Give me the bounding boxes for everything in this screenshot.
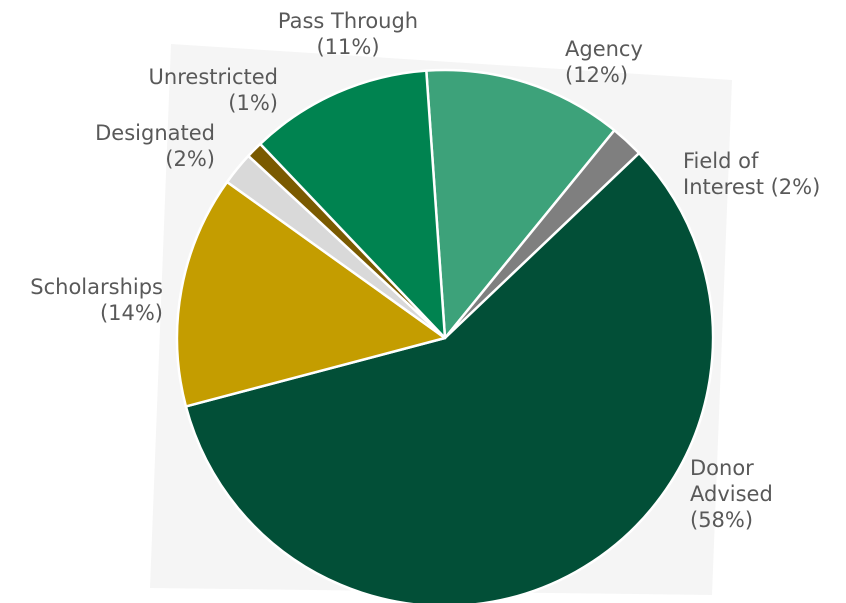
label-donor-advised: Donor Advised (58%)	[690, 455, 773, 533]
label-agency-line-1: Agency	[565, 37, 643, 61]
pie-slice-donor-advised	[184, 151, 715, 603]
label-unrestricted: Unrestricted (1%)	[149, 64, 278, 116]
label-donor-advised-line-2: Advised	[690, 482, 773, 506]
label-field-of-interest-line-1: Field of	[683, 149, 759, 173]
pie-slice-scholarships	[175, 180, 447, 408]
label-designated-line-1: Designated	[95, 121, 215, 145]
label-field-of-interest-line-2: Interest (2%)	[683, 175, 821, 199]
label-agency: Agency (12%)	[565, 36, 643, 88]
label-pass-through-line-2: (11%)	[316, 35, 380, 59]
label-designated: Designated (2%)	[95, 120, 215, 172]
label-donor-advised-line-1: Donor	[690, 456, 754, 480]
label-pass-through: Pass Through (11%)	[258, 8, 438, 60]
label-unrestricted-line-1: Unrestricted	[148, 65, 278, 89]
label-donor-advised-line-3: (58%)	[690, 508, 754, 532]
label-unrestricted-line-2: (1%)	[228, 91, 278, 115]
label-scholarships-line-1: Scholarships	[30, 275, 163, 299]
pie-slice-agency	[425, 68, 616, 340]
pie-slice-pass-through	[258, 69, 447, 340]
label-scholarships: Scholarships (14%)	[30, 274, 163, 326]
label-agency-line-2: (12%)	[565, 63, 629, 87]
label-designated-line-2: (2%)	[165, 147, 215, 171]
label-pass-through-line-1: Pass Through	[277, 9, 419, 33]
label-scholarships-line-2: (14%)	[99, 301, 163, 325]
pie-slices	[175, 68, 715, 603]
label-field-of-interest: Field of Interest (2%)	[683, 148, 820, 200]
